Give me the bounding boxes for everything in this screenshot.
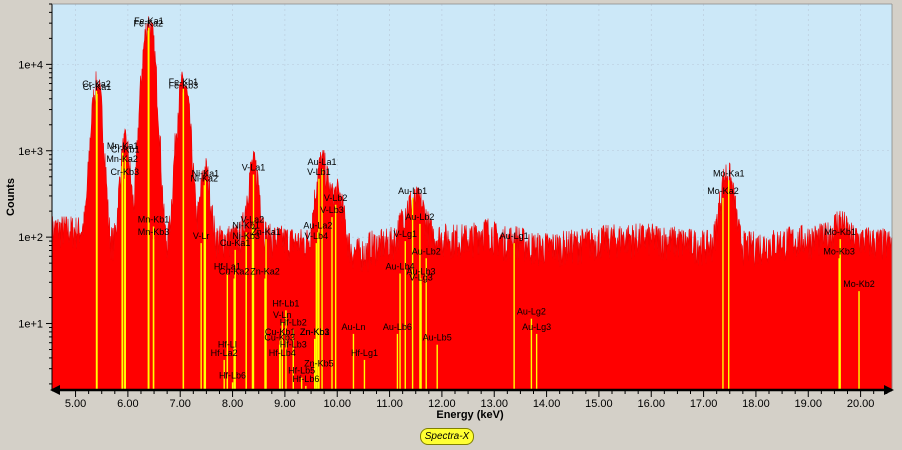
marker-label: Cr-Kb3 — [110, 167, 139, 177]
marker-label: Fe-Ka2 — [134, 19, 164, 29]
marker-label: Ni-Kb3 — [232, 231, 260, 241]
marker-label: Au-Ln — [341, 322, 365, 332]
marker-label: Fe-Ka1 — [134, 16, 164, 26]
marker-label: V-Lb3 — [320, 205, 344, 215]
marker-label: V-Lg1 — [394, 229, 418, 239]
x-tick-labels: 5.00 6.00 7.00 8.00 9.00 10.00 11.00 12.00 13.00… — [65, 391, 888, 410]
marker-label: Ni-Ka1 — [192, 168, 220, 178]
x-tick-label: 20.00 — [847, 398, 875, 410]
marker-label: Zn-Kb5 — [304, 359, 334, 369]
marker-label: Mo-Ka2 — [707, 186, 739, 196]
x-tick-label: 17.00 — [690, 398, 718, 410]
marker-label: V-Lb2 — [324, 193, 348, 203]
x-axis-title: Energy (keV) — [436, 409, 504, 421]
marker-label: Au-Lg1 — [500, 231, 529, 241]
marker-lines — [95, 27, 860, 390]
marker-label: Cu-Ka1 — [220, 238, 251, 248]
marker-label: Cr-Kb1 — [111, 145, 140, 155]
x-tick-label: 6.00 — [117, 398, 138, 410]
marker-label: V-Lb4 — [305, 231, 329, 241]
x-tick-label: 7.00 — [170, 398, 191, 410]
x-tick-label: 19.00 — [794, 398, 822, 410]
marker-label: Au-Lg3 — [522, 322, 551, 332]
legend-badge[interactable]: Spectra-X — [420, 428, 474, 445]
marker-label: V-Lg3 — [409, 272, 433, 282]
marker-label: Zn-Ka1 — [251, 227, 281, 237]
marker-label: Ni-Kb1 — [232, 220, 260, 230]
marker-label: Hf-Lb2 — [280, 317, 307, 327]
marker-label: Hf-Lb1 — [272, 298, 299, 308]
marker-label: Au-Lb1 — [398, 186, 427, 196]
marker-label: Mn-Ka2 — [106, 154, 138, 164]
marker-label: Cu-Ka2 — [219, 267, 250, 277]
x-tick-label: 8.00 — [222, 398, 243, 410]
x-tick-label: 11.00 — [376, 398, 403, 410]
marker-label: Mn-Kb3 — [138, 227, 170, 237]
marker-label: Mo-Kb2 — [843, 279, 875, 289]
x-tick-label: 10.00 — [323, 398, 351, 410]
marker-label: Au-Lb6 — [383, 322, 412, 332]
marker-label: Cu-Kb1 — [265, 327, 296, 337]
marker-label: Ni-Ka2 — [191, 173, 219, 183]
axes — [50, 3, 894, 395]
marker-label: Au-Lb5 — [423, 333, 452, 343]
marker-label: Mo-Kb3 — [823, 246, 855, 256]
marker-label: Mo-Ka1 — [713, 168, 745, 178]
marker-label: Hf-La2 — [211, 348, 238, 358]
marker-label: Au-La1 — [308, 157, 337, 167]
marker-label: Mo-Kb1 — [824, 227, 856, 237]
x-tick-label: 12.00 — [428, 398, 456, 410]
marker-label: Cr-Ka2 — [82, 79, 111, 89]
marker-label: Hf-La1 — [214, 262, 241, 272]
marker-label: Cr-Ka1 — [83, 82, 112, 92]
marker-label: Au-Lb2 — [405, 212, 434, 222]
marker-label: Hf-Ll — [218, 340, 237, 350]
x-tick-label: 14.00 — [533, 398, 561, 410]
marker-label: Mn-Kb1 — [138, 215, 170, 225]
marker-label: V-Ln — [273, 310, 292, 320]
marker-label: V-La2 — [241, 215, 265, 225]
spectrum-area — [51, 16, 893, 391]
marker-label: Au-Lb4 — [386, 262, 415, 272]
marker-label: Mn-Ka1 — [107, 141, 139, 151]
x-tick-label: 18.00 — [742, 398, 770, 410]
marker-label: Au-Lb2 — [412, 246, 441, 256]
marker-label: Hf-Lg1 — [351, 348, 378, 358]
marker-label: Zn-Ka2 — [250, 267, 280, 277]
y-tick-label: 1e+1 — [18, 319, 43, 331]
x-tick-label: 13.00 — [480, 398, 508, 410]
y-tick-label: 1e+4 — [18, 59, 43, 71]
marker-label: V-Lr — [193, 231, 210, 241]
y-axis-title: Counts — [5, 178, 17, 216]
marker-label: Hf-Lb5 — [288, 366, 315, 376]
marker-label: Zn-Kb3 — [300, 327, 330, 337]
marker-label: Au-Lb3 — [406, 267, 435, 277]
marker-label: Hf-Lb6 — [292, 374, 319, 384]
y-tick-labels: 1e+1 1e+2 1e+3 1e+4 — [18, 3, 52, 385]
marker-label: Hf-Lb3 — [280, 340, 307, 350]
marker-label: Au-La2 — [303, 220, 332, 230]
x-axis-left-arrow — [50, 385, 60, 395]
marker-label: V-Lb1 — [307, 167, 331, 177]
x-tick-label: 15.00 — [585, 398, 613, 410]
marker-label: Hf-Lb6 — [219, 370, 246, 380]
x-tick-label: 16.00 — [637, 398, 665, 410]
marker-label: Hf-Lb4 — [269, 348, 296, 358]
y-tick-label: 1e+3 — [18, 146, 43, 158]
marker-label: Fe-Kb1 — [169, 77, 199, 87]
marker-label: V-La1 — [242, 163, 266, 173]
x-tick-label: 5.00 — [65, 398, 86, 410]
marker-label: Au-Lg2 — [517, 307, 546, 317]
marker-label: Zn-Kb1 — [300, 327, 330, 337]
x-tick-label: 9.00 — [274, 398, 295, 410]
marker-label: Fe-Kb3 — [169, 80, 199, 90]
y-tick-label: 1e+2 — [18, 232, 43, 244]
marker-label: Cu-Kb3 — [264, 333, 295, 343]
